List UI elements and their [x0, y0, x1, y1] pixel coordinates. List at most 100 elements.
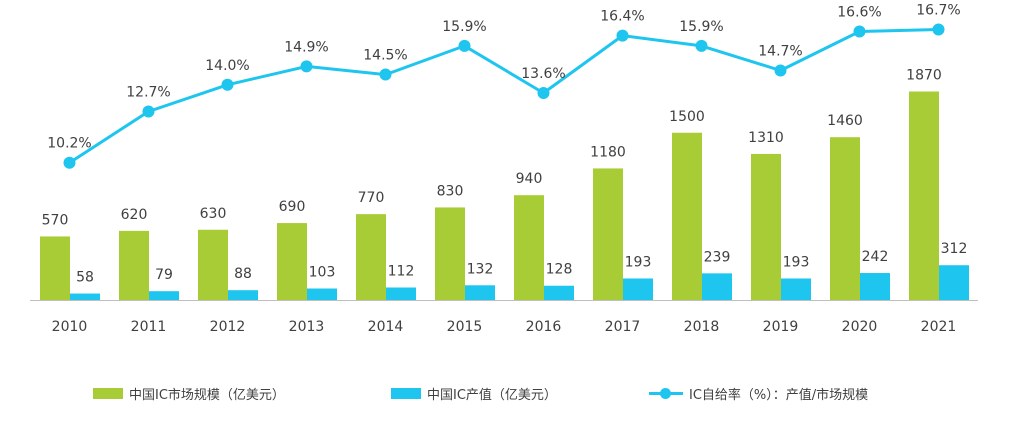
legend: 中国IC市场规模（亿美元） 中国IC产值（亿美元） IC自给率（%）：产值/市场… — [0, 378, 1031, 408]
legend-label-market: 中国IC市场规模（亿美元） — [129, 387, 285, 403]
rate-label-2021: 16.7% — [916, 2, 960, 18]
bar-label-market-2017: 1180 — [590, 144, 626, 160]
x-tick-2013: 2013 — [289, 319, 325, 335]
x-tick-2021: 2021 — [921, 319, 957, 335]
bar-label-output-2019: 193 — [783, 254, 810, 270]
bar-output-2011 — [149, 291, 179, 300]
x-tick-2012: 2012 — [210, 319, 246, 335]
bar-output-2012 — [228, 290, 258, 300]
bar-market-2010 — [40, 236, 70, 300]
bar-market-2014 — [356, 214, 386, 300]
rate-points-layer — [63, 23, 945, 169]
rate-point-2019 — [774, 64, 787, 77]
bar-output-2010 — [70, 293, 100, 300]
rate-point-2018 — [695, 39, 708, 52]
bar-label-output-2021: 312 — [941, 241, 968, 257]
bar-output-2021 — [939, 265, 969, 300]
chart-area: 570 58 620 79 630 88 690 103 770 112 830 132 940 128 1… — [30, 2, 978, 335]
legend-item-rate: IC自给率（%）：产值/市场规模 — [649, 378, 868, 408]
bar-label-market-2018: 1500 — [669, 109, 705, 125]
x-tick-2017: 2017 — [605, 319, 641, 335]
bar-output-2015 — [465, 285, 495, 300]
bar-label-market-2012: 630 — [200, 206, 227, 222]
legend-label-output: 中国IC产值（亿美元） — [427, 387, 557, 403]
bar-label-market-2011: 620 — [121, 207, 148, 223]
rate-labels-layer: 10.2% 12.7% 14.0% 14.9% 14.5% 15.9% 13.6% 16.4%… — [47, 2, 960, 151]
legend-swatch-rate — [649, 387, 683, 399]
legend-swatch-output — [391, 387, 421, 399]
rate-label-2018: 15.9% — [679, 19, 723, 35]
bar-label-output-2010: 58 — [76, 270, 94, 286]
rate-point-2021 — [932, 23, 945, 36]
bar-label-market-2014: 770 — [358, 190, 385, 206]
rate-label-2015: 15.9% — [442, 19, 486, 35]
x-tick-labels: 2010 2011 2012 2013 2014 2015 2016 2017 2018 2019… — [52, 319, 957, 335]
bar-output-2013 — [307, 288, 337, 300]
rate-point-2010 — [63, 156, 76, 169]
bar-label-output-2015: 132 — [467, 261, 494, 277]
bars-layer — [40, 91, 969, 301]
bar-label-market-2010: 570 — [42, 212, 69, 228]
bar-output-2019 — [781, 278, 811, 300]
bar-labels-layer: 570 58 620 79 630 88 690 103 770 112 830 132 940 128 1… — [42, 67, 968, 285]
x-tick-2015: 2015 — [447, 319, 483, 335]
bar-output-2017 — [623, 278, 653, 300]
legend-label-rate: IC自给率（%）：产值/市场规模 — [689, 387, 869, 403]
bar-label-market-2016: 940 — [516, 171, 543, 187]
bar-market-2011 — [119, 230, 149, 300]
x-tick-2018: 2018 — [684, 319, 720, 335]
bar-market-2021 — [909, 91, 939, 301]
bar-label-output-2011: 79 — [155, 267, 173, 283]
bar-label-output-2018: 239 — [704, 249, 731, 265]
x-tick-2019: 2019 — [763, 319, 799, 335]
rate-label-2010: 10.2% — [47, 136, 91, 152]
rate-point-2013 — [300, 60, 313, 73]
rate-point-2014 — [379, 68, 392, 81]
bar-label-market-2015: 830 — [437, 183, 464, 199]
rate-label-2017: 16.4% — [600, 9, 644, 25]
rate-point-2020 — [853, 25, 866, 38]
bar-output-2018 — [702, 273, 732, 300]
bar-label-market-2021: 1870 — [906, 67, 942, 83]
bar-label-output-2012: 88 — [234, 266, 252, 282]
bar-output-2020 — [860, 273, 890, 300]
bar-label-market-2019: 1310 — [748, 130, 784, 146]
bar-market-2016 — [514, 195, 544, 300]
rate-point-2011 — [142, 105, 155, 118]
rate-label-2016: 13.6% — [521, 66, 565, 82]
bar-market-2015 — [435, 207, 465, 300]
rate-label-2019: 14.7% — [758, 43, 802, 59]
bar-output-2016 — [544, 285, 574, 300]
rate-label-2014: 14.5% — [363, 48, 407, 64]
rate-point-2017 — [616, 29, 629, 42]
rate-label-2012: 14.0% — [205, 58, 249, 74]
rate-point-2016 — [537, 87, 550, 99]
x-tick-2011: 2011 — [131, 319, 167, 335]
rate-point-2015 — [458, 39, 471, 52]
bar-label-output-2014: 112 — [388, 264, 415, 280]
rate-label-2011: 12.7% — [126, 84, 170, 100]
bar-label-market-2013: 690 — [279, 199, 306, 215]
bar-label-market-2020: 1460 — [827, 113, 863, 129]
rate-label-2020: 16.6% — [837, 5, 881, 21]
bar-market-2017 — [593, 168, 623, 300]
x-tick-2014: 2014 — [368, 319, 404, 335]
rate-label-2013: 14.9% — [284, 39, 328, 55]
bar-market-2019 — [751, 153, 781, 300]
legend-item-output: 中国IC产值（亿美元） — [391, 378, 557, 408]
x-tick-2020: 2020 — [842, 319, 878, 335]
bar-label-output-2020: 242 — [862, 249, 889, 265]
rate-point-2012 — [221, 78, 234, 91]
legend-swatch-market — [93, 387, 123, 399]
bar-market-2012 — [198, 229, 228, 300]
bar-market-2018 — [672, 132, 702, 300]
bar-output-2014 — [386, 287, 416, 300]
x-tick-2016: 2016 — [526, 319, 562, 335]
bar-label-output-2017: 193 — [625, 254, 652, 270]
legend-item-market: 中国IC市场规模（亿美元） — [93, 378, 285, 408]
x-tick-2010: 2010 — [52, 319, 88, 335]
rate-line — [68, 28, 940, 165]
bar-market-2020 — [830, 137, 860, 300]
bar-market-2013 — [277, 223, 307, 300]
bar-label-output-2016: 128 — [546, 262, 573, 278]
